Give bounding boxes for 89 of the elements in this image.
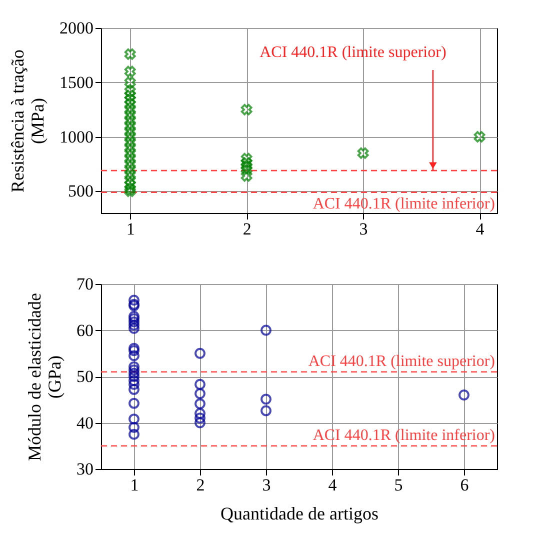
point — [124, 94, 136, 106]
point — [128, 342, 140, 354]
point — [124, 186, 136, 197]
point — [128, 364, 140, 376]
y-tick-label: 40 — [76, 413, 94, 432]
point — [194, 412, 206, 424]
x-tick-label: 5 — [394, 476, 403, 494]
y-axis-title: Módulo de elasticidade (GPa) — [24, 293, 64, 461]
y-tick-label: 50 — [76, 367, 94, 386]
point — [124, 126, 136, 138]
x-tick-label: 2 — [196, 476, 205, 494]
point — [124, 147, 136, 159]
point — [240, 164, 252, 176]
annotation: ACI 440.1R (limite superior) — [260, 44, 446, 61]
point — [124, 85, 136, 97]
point — [194, 378, 206, 390]
point — [128, 398, 140, 409]
y-tick-label: 500 — [68, 182, 94, 201]
y-tick-label: 2000 — [60, 18, 94, 38]
point — [124, 142, 136, 154]
point — [128, 428, 140, 440]
point — [124, 120, 136, 132]
x-axis-title: Quantidade de artigos — [220, 504, 378, 524]
point — [458, 390, 470, 400]
point — [194, 388, 206, 400]
point — [128, 378, 140, 390]
point — [124, 183, 136, 195]
ref-line-label: ACI 440.1R (limite superior) — [308, 352, 495, 370]
point — [124, 179, 136, 190]
point — [357, 147, 369, 159]
y-tick-label: 70 — [76, 274, 94, 294]
point — [124, 109, 136, 121]
x-tick-label: 4 — [328, 476, 338, 494]
x-tick-label: 1 — [130, 476, 139, 494]
point — [240, 104, 252, 116]
point — [124, 169, 136, 181]
point — [194, 408, 206, 419]
point — [124, 158, 136, 170]
point — [128, 384, 140, 395]
point — [124, 66, 136, 78]
point — [124, 114, 136, 126]
point — [128, 294, 140, 306]
point — [474, 131, 486, 143]
point — [128, 345, 140, 356]
point — [128, 361, 140, 372]
point — [128, 375, 140, 386]
point — [128, 422, 140, 433]
y-tick-label: 1500 — [60, 72, 94, 92]
x-tick-label: 6 — [460, 476, 469, 494]
x-tick-label: 3 — [359, 220, 368, 238]
point — [128, 368, 140, 379]
y-tick-label: 30 — [76, 460, 94, 478]
point — [124, 136, 136, 148]
point — [194, 398, 206, 410]
point — [240, 160, 252, 172]
point — [260, 394, 272, 405]
x-tick-label: 3 — [262, 476, 271, 494]
y-tick-label: 60 — [76, 320, 94, 340]
y-axis-title: Resistência à tração (MPa) — [8, 50, 48, 192]
point — [240, 170, 252, 182]
point — [194, 417, 206, 428]
x-tick-label: 2 — [242, 220, 252, 238]
x-tick-label: 4 — [476, 220, 485, 238]
point — [124, 152, 136, 164]
point — [128, 320, 140, 331]
point — [124, 76, 136, 88]
x-tick-label: 1 — [126, 220, 135, 238]
point — [124, 90, 136, 102]
point — [128, 316, 140, 328]
point — [260, 324, 272, 336]
point — [124, 104, 136, 116]
point — [128, 350, 140, 362]
point — [124, 98, 136, 110]
point — [124, 164, 136, 176]
ref-line-label: ACI 440.1R (limite inferior) — [312, 426, 495, 444]
point — [240, 152, 252, 164]
point — [128, 310, 140, 322]
point — [124, 174, 136, 186]
point — [240, 157, 252, 169]
point — [124, 131, 136, 143]
point — [128, 313, 140, 324]
point — [124, 48, 136, 60]
y-tick-label: 1000 — [60, 127, 94, 146]
ref-line-label: ACI 440.1R (limite inferior) — [312, 195, 495, 212]
point — [260, 405, 272, 416]
point — [128, 371, 140, 382]
point — [128, 414, 140, 425]
point — [128, 322, 140, 334]
point — [194, 348, 206, 359]
